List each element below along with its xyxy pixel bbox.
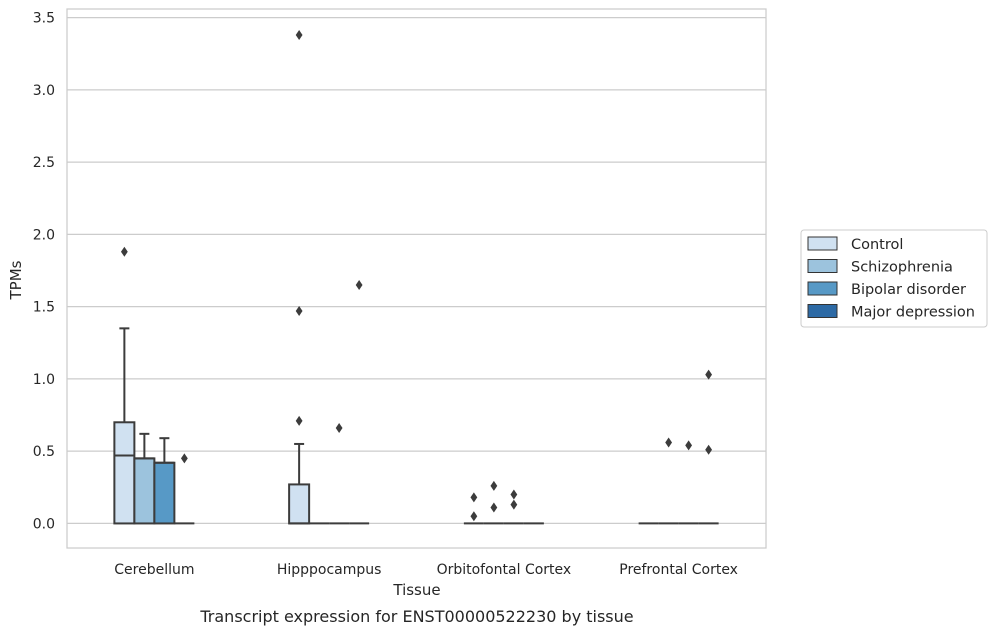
outlier-point <box>295 306 303 317</box>
outlier-points <box>120 30 713 522</box>
y-tick-label: 3.0 <box>33 83 55 99</box>
y-tick-label: 0.5 <box>33 444 55 460</box>
plot-frame <box>66 8 767 549</box>
x-tick-label: Cerebellum <box>114 562 194 578</box>
legend-label: Bipolar disorder <box>851 282 966 298</box>
legend-label: Schizophrenia <box>851 260 953 276</box>
outlier-point <box>490 502 498 513</box>
legend-label: Major depression <box>851 305 975 321</box>
legend-swatch <box>807 236 838 251</box>
x-tick-label: Orbitofontal Cortex <box>437 562 572 578</box>
box-schizophrenia <box>133 432 156 525</box>
outlier-point <box>510 499 518 510</box>
legend-frame <box>800 229 988 328</box>
outlier-point <box>705 444 713 455</box>
x-tick-labels: Cerebellum Hipppocampus Orbitofontal Corte… <box>114 562 738 578</box>
grid-lines <box>67 17 766 525</box>
outlier-point <box>295 30 303 41</box>
y-tick-label: 1.5 <box>33 300 55 316</box>
y-tick-labels: 0.0 0.5 1.0 1.5 2.0 2.5 3.0 3.5 <box>33 11 55 533</box>
box-bipolar-disorder <box>153 437 176 525</box>
outlier-point <box>120 246 128 257</box>
legend-swatch <box>807 281 838 296</box>
box-body <box>288 483 311 525</box>
outlier-point <box>470 492 478 503</box>
box-control <box>288 442 311 525</box>
outlier-point <box>335 423 343 434</box>
outlier-point <box>705 369 713 380</box>
outlier-point <box>490 480 498 491</box>
y-tick-label: 2.5 <box>33 155 55 171</box>
outlier-point <box>355 280 363 291</box>
y-axis-label: TPMs <box>7 260 25 300</box>
outlier-point <box>510 489 518 500</box>
outlier-point <box>295 415 303 426</box>
legend-swatch <box>807 304 838 318</box>
box-body <box>153 461 176 525</box>
box-body <box>133 457 156 525</box>
outlier-point <box>180 453 188 464</box>
y-tick-label: 0.0 <box>33 516 55 532</box>
x-axis-label: Tissue <box>392 581 440 599</box>
box-control <box>113 327 136 525</box>
outlier-point <box>685 440 693 451</box>
y-tick-label: 3.5 <box>33 11 55 27</box>
x-tick-label: Hipppocampus <box>277 562 382 578</box>
boxes <box>113 327 719 525</box>
y-tick-label: 2.0 <box>33 227 55 243</box>
y-tick-label: 1.0 <box>33 372 55 388</box>
outlier-point <box>470 511 478 522</box>
legend-label: Control <box>851 237 903 253</box>
x-tick-label: Prefrontal Cortex <box>619 562 738 578</box>
legend-swatch <box>807 259 838 273</box>
legend: Control Schizophrenia Bipolar disorder Majo… <box>800 229 988 328</box>
chart-caption: Transcript expression for ENST0000052223… <box>199 607 633 626</box>
box-body <box>113 421 136 525</box>
outlier-point <box>665 437 673 448</box>
